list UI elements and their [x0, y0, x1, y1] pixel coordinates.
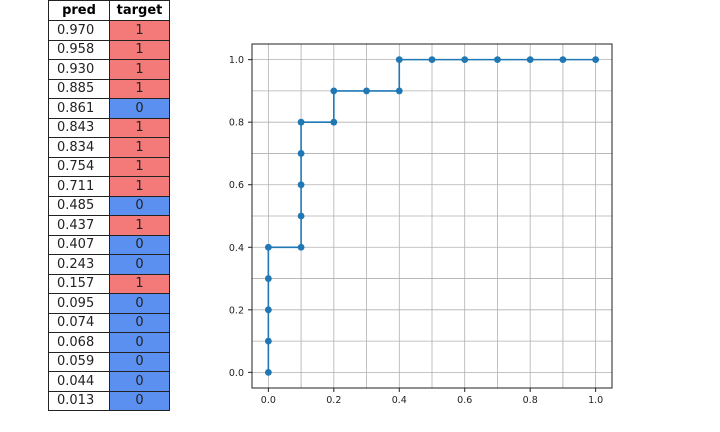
target-cell: 1 [109, 78, 170, 99]
roc-point [428, 56, 436, 64]
target-cell: 0 [109, 371, 170, 392]
target-cell: 0 [109, 98, 170, 119]
roc-point [264, 275, 272, 282]
roc-point [395, 87, 403, 95]
roc-point [363, 87, 370, 95]
table-row: 0.437 1 [48, 215, 170, 236]
target-cell: 1 [109, 59, 170, 80]
target-cell: 1 [109, 117, 170, 138]
table-row: 0.754 1 [48, 156, 170, 177]
roc-point [526, 56, 534, 64]
pred-cell: 0.068 [48, 332, 110, 353]
roc-point [395, 56, 403, 64]
y-tick-label: 0.0 [229, 368, 244, 379]
y-tick-label: 0.8 [229, 118, 244, 129]
target-cell: 1 [109, 39, 170, 60]
pred-column-header: pred [48, 0, 110, 21]
target-column-header: target [109, 0, 170, 21]
roc-point [592, 56, 600, 64]
roc-point [297, 243, 305, 251]
prediction-table: pred target 0.970 1 0.958 1 0.930 1 0.885 1 0.86… [48, 0, 170, 411]
table-row: 0.243 0 [48, 254, 170, 275]
pred-cell: 0.157 [48, 273, 110, 294]
pred-cell: 0.437 [48, 215, 110, 236]
x-tick-label: 0.6 [457, 395, 472, 406]
x-tick-label: 0.0 [261, 395, 276, 406]
pred-cell: 0.970 [48, 20, 110, 41]
pred-cell: 0.485 [48, 195, 110, 216]
pred-cell: 0.711 [48, 176, 110, 197]
pred-cell: 0.834 [48, 137, 110, 158]
table-row: 0.885 1 [48, 78, 170, 99]
pred-cell: 0.958 [48, 39, 110, 60]
roc-point [461, 56, 469, 64]
target-cell: 0 [109, 332, 170, 353]
x-tick-label: 0.4 [392, 395, 407, 406]
table-row: 0.068 0 [48, 332, 170, 353]
target-cell: 0 [109, 312, 170, 333]
roc-point [297, 212, 305, 220]
pred-cell: 0.754 [48, 156, 110, 177]
roc-series [264, 56, 600, 376]
pred-cell: 0.059 [48, 351, 110, 372]
table-row: 0.958 1 [48, 39, 170, 60]
plot-frame [251, 43, 613, 389]
roc-point [264, 368, 272, 376]
target-cell: 0 [109, 390, 170, 411]
roc-point [297, 118, 305, 126]
table-row: 0.157 1 [48, 273, 170, 294]
table-header-row: pred target [48, 0, 170, 21]
y-tick-label: 0.2 [229, 305, 244, 316]
table-row: 0.407 0 [48, 234, 170, 255]
pred-cell: 0.074 [48, 312, 110, 333]
target-cell: 1 [109, 156, 170, 177]
roc-point [330, 87, 338, 95]
roc-point [330, 118, 338, 126]
table-row: 0.843 1 [48, 117, 170, 138]
table-row: 0.970 1 [48, 20, 170, 41]
roc-point [297, 181, 305, 189]
pred-cell: 0.407 [48, 234, 110, 255]
roc-point [494, 56, 501, 64]
pred-cell: 0.885 [48, 78, 110, 99]
pred-cell: 0.243 [48, 254, 110, 275]
x-tick-label: 0.8 [523, 395, 538, 406]
pred-cell: 0.095 [48, 293, 110, 314]
axis-ticks: 0.0 0.2 0.4 0.6 0.8 1.0 0.0 0.2 0.4 0.6 0.8 1.0 [229, 55, 603, 406]
y-tick-label: 0.6 [229, 180, 244, 191]
grid [252, 44, 612, 388]
table-row: 0.074 0 [48, 312, 170, 333]
roc-point [264, 337, 272, 345]
roc-point [559, 56, 567, 64]
pred-cell: 0.044 [48, 371, 110, 392]
pred-cell: 0.013 [48, 390, 110, 411]
table-body: 0.970 1 0.958 1 0.930 1 0.885 1 0.861 0 0.843 1 0.83… [48, 20, 170, 411]
table-row: 0.711 1 [48, 176, 170, 197]
target-cell: 1 [109, 137, 170, 158]
table-row: 0.834 1 [48, 137, 170, 158]
target-cell: 0 [109, 254, 170, 275]
table-row: 0.059 0 [48, 351, 170, 372]
x-tick-label: 0.2 [326, 395, 341, 406]
roc-point [297, 150, 305, 157]
roc-point [264, 243, 272, 251]
table-row: 0.861 0 [48, 98, 170, 119]
roc-point [264, 306, 272, 314]
y-tick-label: 1.0 [229, 55, 244, 66]
pred-cell: 0.843 [48, 117, 110, 138]
target-cell: 1 [109, 273, 170, 294]
table-row: 0.013 0 [48, 390, 170, 411]
table-row: 0.044 0 [48, 371, 170, 392]
y-tick-label: 0.4 [229, 243, 244, 254]
x-tick-label: 1.0 [588, 395, 603, 406]
